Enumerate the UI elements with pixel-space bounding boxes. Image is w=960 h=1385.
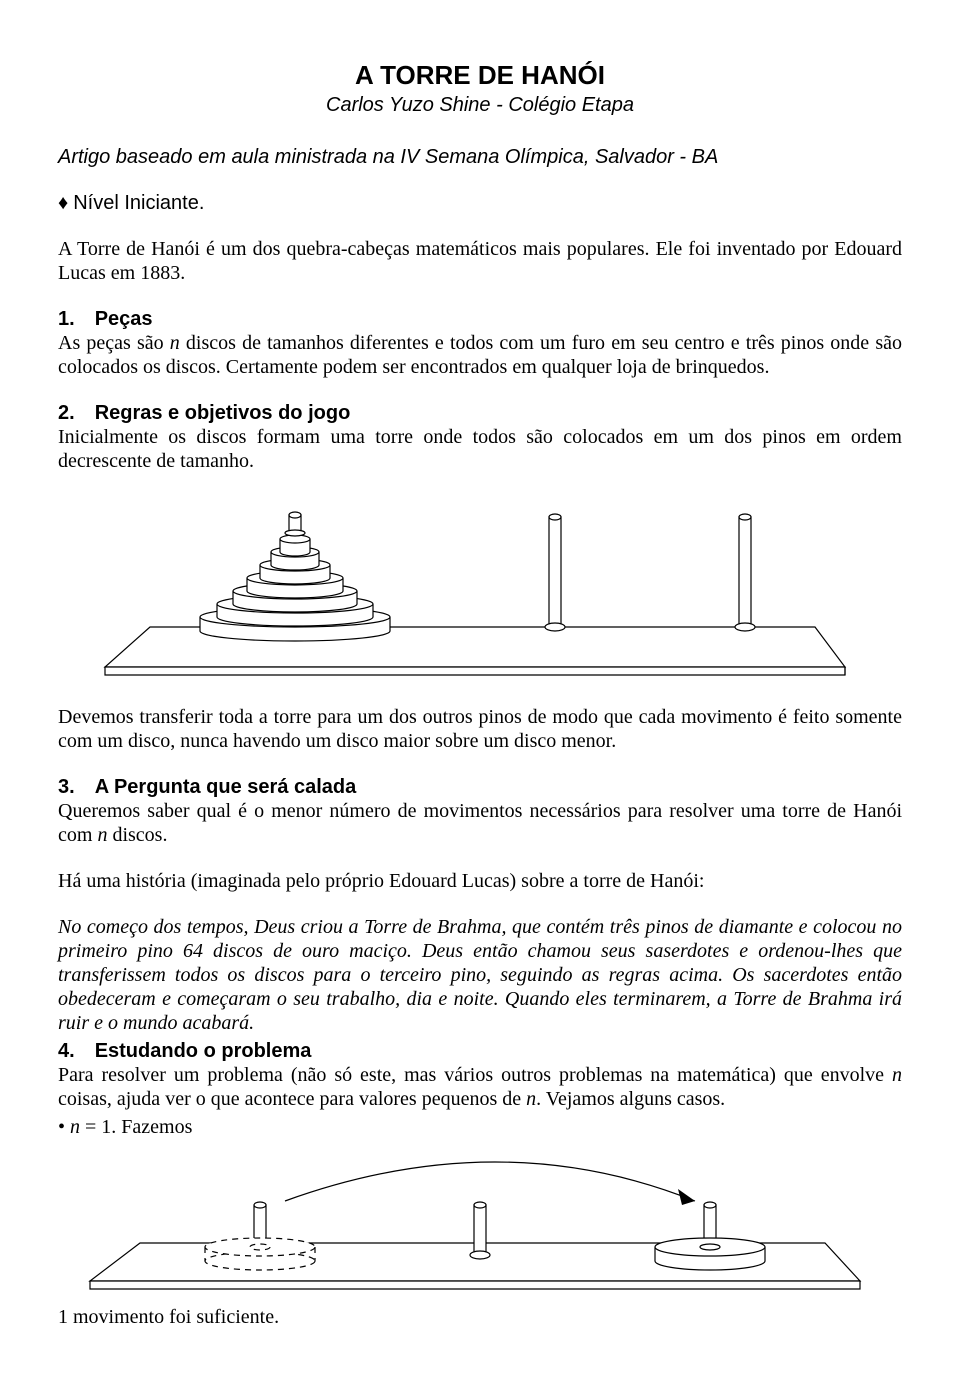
- page-title: A TORRE DE HANÓI: [58, 60, 902, 91]
- hanoi-tower-svg: [95, 477, 865, 677]
- section-1-body-b: discos de tamanhos diferentes e todos co…: [58, 332, 902, 378]
- section-2-body: Inicialmente os discos formam uma torre …: [58, 426, 902, 472]
- section-2-head: Regras e objetivos do jogo: [95, 402, 351, 424]
- section-4-number: 4.: [58, 1040, 75, 1062]
- case-1-after: 1 movimento foi suficiente.: [58, 1305, 902, 1329]
- section-1-body-a: As peças são: [58, 332, 170, 354]
- section-3-head: A Pergunta que será calada: [95, 776, 357, 798]
- intro-paragraph: A Torre de Hanói é um dos quebra-cabeças…: [58, 237, 902, 285]
- nivel-line: Nível Iniciante.: [58, 191, 902, 215]
- section-3-number: 3.: [58, 776, 75, 798]
- artigo-line: Artigo baseado em aula ministrada na IV …: [58, 145, 902, 169]
- historia-intro: Há uma história (imaginada pelo próprio …: [58, 869, 902, 893]
- section-4-body-b: coisas, ajuda ver o que acontece para va…: [58, 1088, 526, 1110]
- var-n-4: n: [526, 1088, 536, 1110]
- section-1-head: Peças: [95, 308, 153, 330]
- var-n-2: n: [97, 824, 107, 846]
- var-n-1: n: [170, 332, 180, 354]
- section-2-number: 2.: [58, 402, 75, 424]
- case-1-text: = 1. Fazemos: [80, 1116, 192, 1138]
- section-4-head: Estudando o problema: [95, 1040, 312, 1062]
- section-1-number: 1.: [58, 308, 75, 330]
- var-n-3: n: [892, 1064, 902, 1086]
- historia-body: No começo dos tempos, Deus criou a Torre…: [58, 915, 902, 1035]
- figure-hanoi-tower: [58, 477, 902, 683]
- hanoi-move1-svg: [80, 1143, 880, 1293]
- page-subtitle: Carlos Yuzo Shine - Colégio Etapa: [58, 93, 902, 117]
- section-4: 4. Estudando o problema Para resolver um…: [58, 1039, 902, 1111]
- section-4-body-c: . Vejamos alguns casos.: [536, 1088, 725, 1110]
- case-1-line: n = 1. Fazemos: [58, 1115, 902, 1139]
- section-1: 1. Peças As peças são n discos de tamanh…: [58, 307, 902, 379]
- var-n-5: n: [70, 1116, 80, 1138]
- section-2: 2. Regras e objetivos do jogo Inicialmen…: [58, 401, 902, 473]
- section-3-body-a: Queremos saber qual é o menor número de …: [58, 800, 902, 846]
- section-2-after: Devemos transferir toda a torre para um …: [58, 705, 902, 753]
- figure-hanoi-move1: [58, 1143, 902, 1299]
- section-4-body-a: Para resolver um problema (não só este, …: [58, 1064, 892, 1086]
- section-3: 3. A Pergunta que será calada Queremos s…: [58, 775, 902, 847]
- section-3-body-b: discos.: [107, 824, 167, 846]
